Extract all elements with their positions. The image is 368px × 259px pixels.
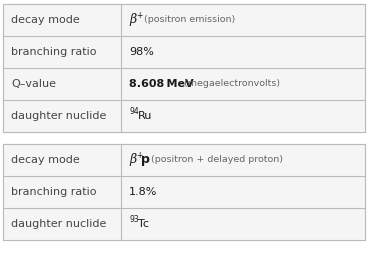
Text: 1.8%: 1.8%	[129, 187, 158, 197]
Bar	[3, 68, 365, 100]
Bar	[3, 144, 365, 240]
Text: branching ratio: branching ratio	[11, 47, 96, 57]
Text: 94: 94	[129, 107, 139, 117]
Bar	[3, 176, 365, 208]
Text: daughter nuclide: daughter nuclide	[11, 111, 106, 121]
Text: (megaelectronvolts): (megaelectronvolts)	[181, 80, 280, 89]
Text: decay mode: decay mode	[11, 155, 80, 165]
Bar	[3, 4, 365, 132]
Text: Q–value: Q–value	[11, 79, 56, 89]
Bar	[3, 4, 365, 36]
Text: 98%: 98%	[129, 47, 154, 57]
Text: decay mode: decay mode	[11, 15, 80, 25]
Bar	[3, 36, 365, 68]
Text: branching ratio: branching ratio	[11, 187, 96, 197]
Text: (positron emission): (positron emission)	[141, 16, 235, 25]
Bar	[3, 4, 365, 132]
Text: Tc: Tc	[138, 219, 149, 229]
Text: Ru: Ru	[138, 111, 152, 121]
Bar	[3, 144, 365, 176]
Bar	[3, 100, 365, 132]
Text: 8.608 MeV: 8.608 MeV	[129, 79, 194, 89]
Text: β: β	[129, 154, 136, 167]
Bar	[3, 208, 365, 240]
Bar	[3, 144, 365, 240]
Text: 93: 93	[129, 215, 139, 225]
Text: β: β	[129, 13, 136, 26]
Text: daughter nuclide: daughter nuclide	[11, 219, 106, 229]
Text: +: +	[136, 150, 142, 160]
Text: (positron + delayed proton): (positron + delayed proton)	[148, 155, 283, 164]
Text: +: +	[136, 11, 142, 19]
Text: p: p	[141, 154, 150, 167]
